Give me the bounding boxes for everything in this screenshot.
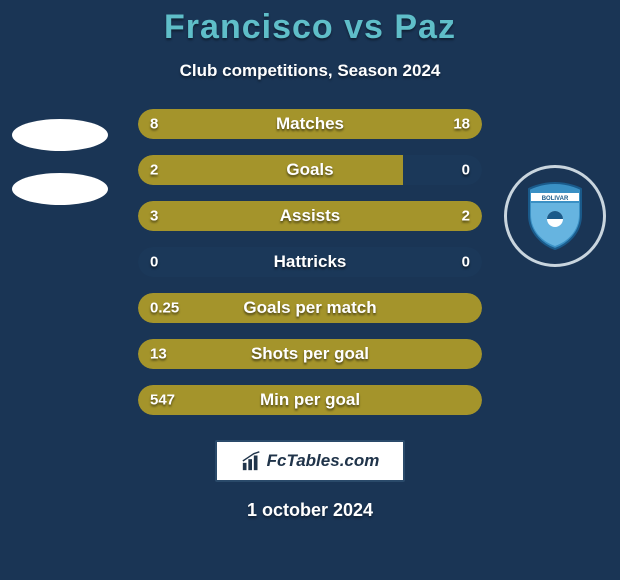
stat-row: 3 2 Assists [138, 201, 482, 231]
svg-text:BOLIVAR: BOLIVAR [542, 196, 569, 202]
stat-value-left: 2 [150, 162, 158, 179]
page-title: Francisco vs Paz [0, 0, 620, 47]
date-text: 1 october 2024 [247, 500, 373, 521]
stat-row: 0.25 Goals per match [138, 293, 482, 323]
stat-value-left: 8 [150, 116, 158, 133]
player-oval-1 [12, 119, 108, 151]
stat-value-left: 0.25 [150, 300, 179, 317]
stat-label: Goals per match [243, 298, 376, 318]
stats-column: 8 18 Matches 2 0 Goals 3 2 Assists 0 0 Hattricks 0.2… [138, 109, 482, 431]
logo-text: FcTables.com [267, 451, 380, 471]
stat-value-right: 0 [462, 162, 470, 179]
content-area: BOLIVAR 8 18 Matches 2 0 Goals 3 2 Assists 0 0 Hatt… [0, 109, 620, 429]
stat-label: Assists [280, 206, 340, 226]
stat-label: Goals [286, 160, 333, 180]
stat-value-right: 18 [453, 116, 470, 133]
stat-row: 8 18 Matches [138, 109, 482, 139]
stat-value-left: 547 [150, 392, 175, 409]
stat-row: 13 Shots per goal [138, 339, 482, 369]
shield-circle: BOLIVAR [504, 165, 606, 267]
left-player-badges [12, 119, 108, 227]
stat-row: 0 0 Hattricks [138, 247, 482, 277]
bar-chart-icon [241, 450, 263, 472]
stat-value-left: 0 [150, 254, 158, 271]
stat-label: Min per goal [260, 390, 360, 410]
shield-icon: BOLIVAR [525, 181, 585, 251]
stat-value-right: 0 [462, 254, 470, 271]
stat-bar-left-fill [138, 155, 403, 185]
stat-value-left: 3 [150, 208, 158, 225]
stat-row: 547 Min per goal [138, 385, 482, 415]
fctables-logo-box: FcTables.com [215, 440, 405, 482]
stat-label: Matches [276, 114, 344, 134]
stat-label: Hattricks [274, 252, 347, 272]
stat-value-left: 13 [150, 346, 167, 363]
stat-value-right: 2 [462, 208, 470, 225]
right-club-badge: BOLIVAR [500, 161, 610, 271]
page-subtitle: Club competitions, Season 2024 [0, 61, 620, 81]
stat-label: Shots per goal [251, 344, 369, 364]
stat-row: 2 0 Goals [138, 155, 482, 185]
player-oval-2 [12, 173, 108, 205]
